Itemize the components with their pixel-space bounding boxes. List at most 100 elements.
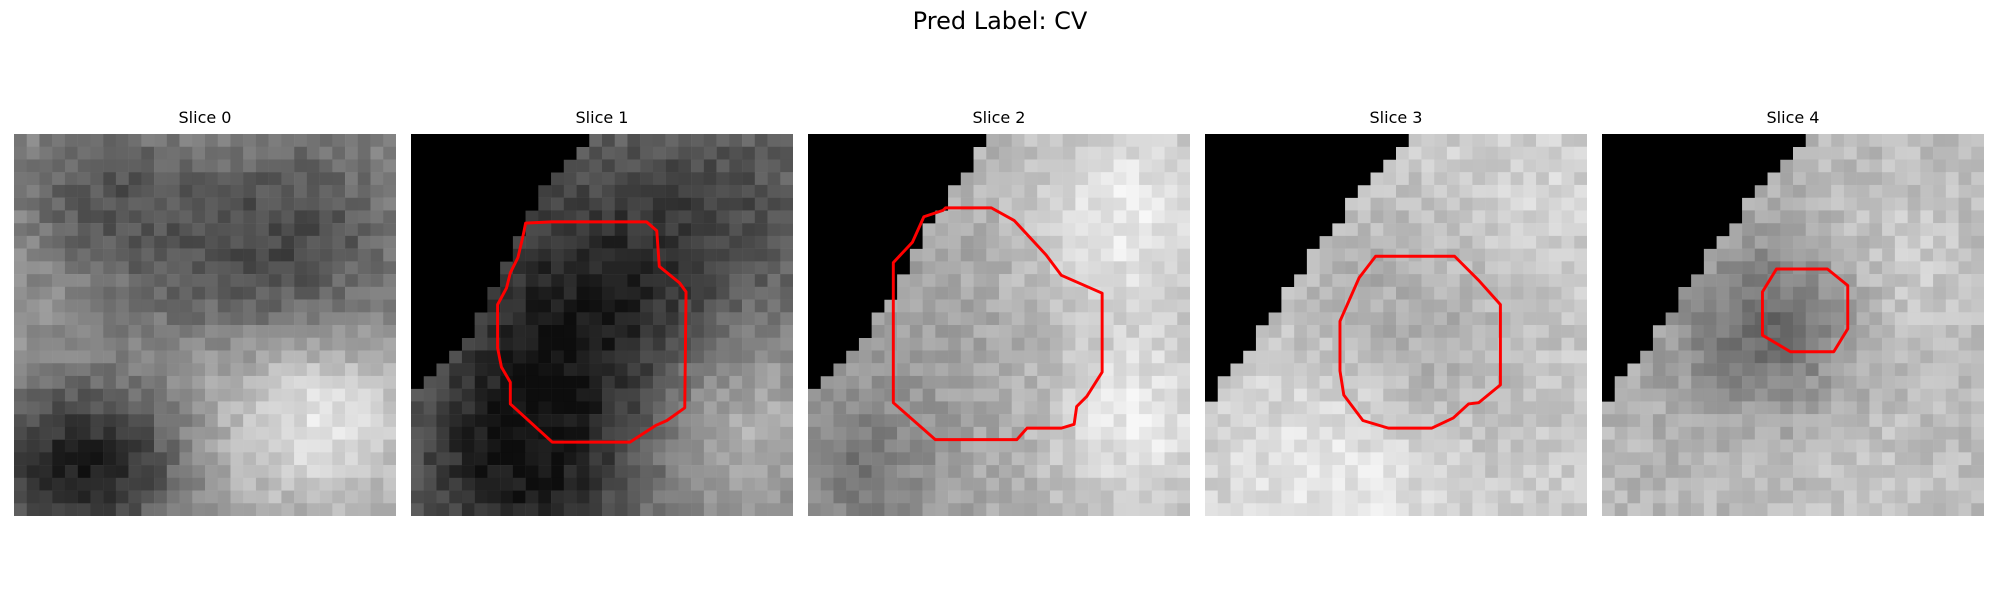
pixel bbox=[77, 452, 91, 466]
pixel bbox=[820, 426, 834, 440]
pixel bbox=[1856, 146, 1870, 160]
pixel bbox=[640, 197, 654, 211]
pixel bbox=[1230, 465, 1244, 479]
pixel bbox=[833, 503, 847, 516]
pixel bbox=[332, 490, 346, 504]
pixel bbox=[230, 197, 244, 211]
pixel bbox=[589, 401, 603, 415]
pixel bbox=[90, 223, 104, 237]
pixel bbox=[128, 363, 142, 377]
pixel bbox=[1139, 363, 1153, 377]
pixel bbox=[846, 503, 860, 516]
pixel bbox=[1780, 299, 1794, 313]
pixel bbox=[780, 261, 793, 275]
pixel bbox=[767, 172, 781, 186]
pixel bbox=[103, 452, 117, 466]
pixel bbox=[716, 172, 730, 186]
pixel bbox=[1754, 375, 1768, 389]
pixel bbox=[1703, 299, 1717, 313]
pixel bbox=[871, 401, 885, 415]
pixel bbox=[1332, 465, 1346, 479]
pixel bbox=[1319, 414, 1333, 428]
pixel bbox=[1446, 414, 1460, 428]
pixel bbox=[1049, 134, 1063, 147]
pixel bbox=[1793, 210, 1806, 224]
pixel bbox=[1754, 363, 1768, 377]
pixel bbox=[780, 388, 793, 402]
pixel bbox=[1869, 337, 1883, 351]
pixel bbox=[1933, 388, 1947, 402]
pixel bbox=[1958, 490, 1972, 504]
pixel bbox=[1767, 197, 1781, 211]
pixel bbox=[1536, 503, 1550, 516]
pixel bbox=[411, 503, 424, 516]
pixel bbox=[1408, 299, 1422, 313]
pixel bbox=[154, 172, 168, 186]
pixel bbox=[1920, 146, 1934, 160]
pixel bbox=[1139, 197, 1153, 211]
pixel bbox=[77, 299, 91, 313]
pixel bbox=[1396, 350, 1409, 364]
pixel bbox=[640, 159, 654, 173]
pixel bbox=[230, 452, 244, 466]
pixel bbox=[1151, 210, 1165, 224]
pixel bbox=[1907, 477, 1921, 491]
pixel bbox=[1754, 465, 1768, 479]
pixel bbox=[1126, 465, 1140, 479]
pixel bbox=[1523, 299, 1537, 313]
pixel bbox=[563, 325, 577, 338]
pixel bbox=[1459, 286, 1473, 300]
pixel bbox=[1037, 172, 1051, 186]
pixel bbox=[26, 197, 40, 211]
pixel bbox=[1894, 401, 1908, 415]
pixel bbox=[1088, 210, 1102, 224]
pixel bbox=[357, 299, 371, 313]
pixel bbox=[808, 439, 821, 453]
pixel bbox=[128, 261, 142, 275]
pixel bbox=[1933, 261, 1947, 275]
pixel bbox=[1370, 439, 1384, 453]
pixel bbox=[77, 350, 91, 364]
pixel bbox=[703, 312, 717, 326]
pixel bbox=[1485, 299, 1499, 313]
pixel bbox=[217, 375, 231, 389]
pixel bbox=[1408, 439, 1422, 453]
pixel bbox=[1024, 197, 1038, 211]
pixel bbox=[461, 414, 475, 428]
pixel bbox=[742, 350, 756, 364]
pixel bbox=[77, 503, 91, 516]
pixel bbox=[1894, 350, 1908, 364]
pixel bbox=[128, 235, 142, 249]
pixel bbox=[1357, 210, 1371, 224]
pixel bbox=[1754, 197, 1768, 211]
pixel bbox=[602, 350, 615, 364]
pixel bbox=[1894, 503, 1908, 516]
pixel bbox=[652, 401, 666, 415]
pixel bbox=[1396, 477, 1409, 491]
pixel bbox=[627, 223, 641, 237]
pixel bbox=[90, 312, 104, 326]
pixel bbox=[1062, 235, 1076, 249]
pixel bbox=[1574, 223, 1587, 237]
pixel bbox=[26, 465, 40, 479]
pixel bbox=[370, 503, 384, 516]
pixel bbox=[665, 477, 679, 491]
pixel bbox=[192, 375, 206, 389]
pixel bbox=[268, 235, 282, 249]
pixel bbox=[665, 159, 679, 173]
pixel bbox=[1139, 274, 1153, 288]
pixel bbox=[1357, 490, 1371, 504]
pixel bbox=[1523, 172, 1537, 186]
pixel bbox=[1818, 184, 1832, 198]
pixel bbox=[1126, 210, 1140, 224]
pixel bbox=[1037, 312, 1051, 326]
pixel bbox=[1652, 375, 1666, 389]
pixel bbox=[640, 465, 654, 479]
pixel bbox=[1920, 350, 1934, 364]
pixel bbox=[1472, 172, 1486, 186]
pixel bbox=[141, 490, 155, 504]
pixel bbox=[909, 490, 923, 504]
pixel bbox=[846, 414, 860, 428]
pixel bbox=[1164, 312, 1178, 326]
pixel bbox=[1357, 439, 1371, 453]
